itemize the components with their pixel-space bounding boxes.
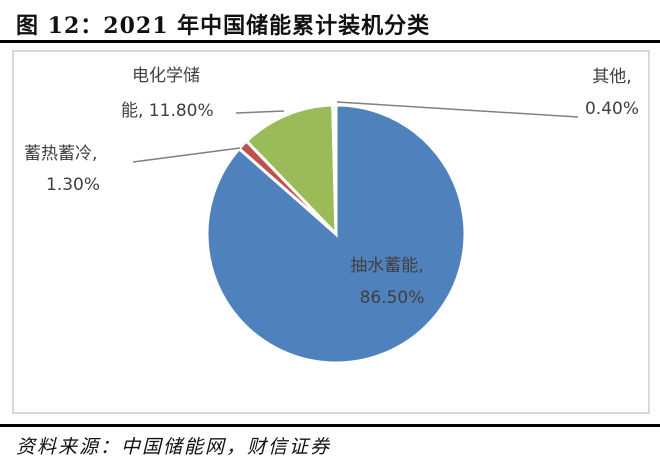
label-thermal-line2: 1.30%	[46, 175, 100, 195]
top-rule	[0, 40, 660, 43]
pie-slices	[205, 103, 467, 365]
label-pumped-line1: 抽水蓄能,	[350, 256, 423, 276]
label-other-line1: 其他,	[592, 67, 631, 87]
slice-pumped-hydro	[205, 103, 467, 365]
label-electrochem-line1: 电化学储	[132, 66, 200, 86]
slice-electrochemical	[244, 103, 338, 238]
bottom-rule	[0, 424, 660, 427]
data-labels: 电化学储 能, 11.80% 蓄热蓄冷, 1.30% 其他, 0.40% 抽水蓄…	[24, 66, 639, 308]
label-pumped-line2: 86.50%	[360, 288, 425, 308]
label-other-line2: 0.40%	[585, 99, 639, 119]
label-electrochem-line2: 能, 11.80%	[121, 101, 214, 121]
source-note: 资料来源：中国储能网，财信证券	[16, 436, 332, 458]
leader-lines	[132, 101, 579, 163]
label-thermal-line1: 蓄热蓄冷,	[24, 144, 97, 164]
figure-title: 图 12：2021 年中国储能累计装机分类	[16, 13, 431, 39]
slice-other	[331, 103, 338, 235]
